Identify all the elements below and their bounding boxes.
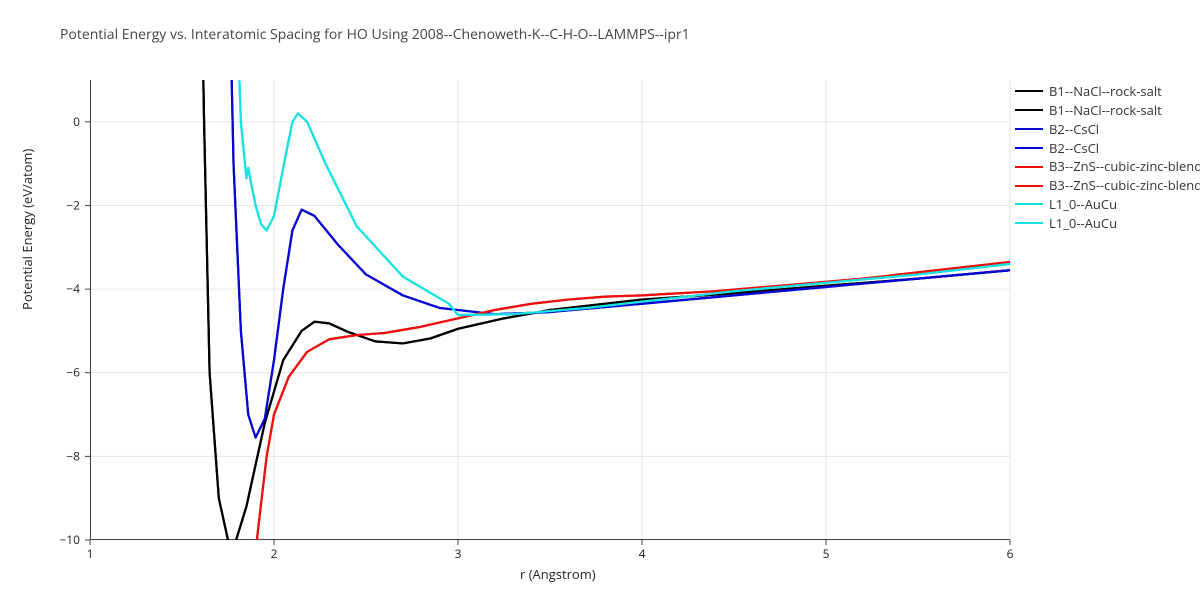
legend-label: B1--NaCl--rock-salt [1049,82,1162,101]
legend-label: B3--ZnS--cubic-zinc-blende [1049,176,1200,195]
ticks: 1 2 3 4 5 6 −10 −8 −6 −4 −2 0 [59,113,1013,562]
plot-area[interactable]: 123456−10−8−6−4−20 [90,80,1010,540]
y-axis-label: Potential Energy (eV/atom) [18,149,36,310]
legend-item[interactable]: B1--NaCl--rock-salt [1015,101,1190,120]
series-line [200,0,1010,548]
svg-text:2: 2 [271,545,278,562]
chart-title: Potential Energy vs. Interatomic Spacing… [60,25,690,44]
legend-label: B2--CsCl [1049,139,1099,158]
chart-container: Potential Energy vs. Interatomic Spacing… [0,0,1200,600]
legend-label: L1_0--AuCu [1049,195,1117,214]
legend-label: B1--NaCl--rock-salt [1049,101,1162,120]
legend-swatch [1015,90,1043,92]
legend-item[interactable]: B3--ZnS--cubic-zinc-blende [1015,157,1190,176]
svg-text:1: 1 [87,545,94,562]
svg-text:3: 3 [455,545,462,562]
series-line [252,262,1010,582]
series-line [228,0,1010,438]
legend-item[interactable]: L1_0--AuCu [1015,195,1190,214]
legend-swatch [1015,109,1043,111]
series-line [200,0,1010,548]
legend-swatch [1015,185,1043,187]
legend-item[interactable]: B1--NaCl--rock-salt [1015,82,1190,101]
svg-text:5: 5 [823,545,830,562]
svg-text:6: 6 [1007,545,1014,562]
legend-item[interactable]: B2--CsCl [1015,139,1190,158]
legend-swatch [1015,222,1043,224]
svg-text:4: 4 [639,545,646,562]
legend-label: B2--CsCl [1049,120,1099,139]
series-line [228,0,1010,438]
series-line [252,262,1010,582]
legend: B1--NaCl--rock-saltB1--NaCl--rock-saltB2… [1015,82,1190,233]
series-line [234,0,1010,315]
svg-text:−2: −2 [66,196,80,213]
legend-label: B3--ZnS--cubic-zinc-blende [1049,157,1200,176]
legend-item[interactable]: B3--ZnS--cubic-zinc-blende [1015,176,1190,195]
series-line [234,0,1010,315]
svg-text:−8: −8 [66,447,80,464]
legend-swatch [1015,147,1043,149]
series-lines [200,0,1010,582]
legend-item[interactable]: B2--CsCl [1015,120,1190,139]
legend-item[interactable]: L1_0--AuCu [1015,214,1190,233]
legend-swatch [1015,128,1043,130]
svg-text:−4: −4 [66,280,80,297]
svg-text:−10: −10 [59,531,80,548]
legend-label: L1_0--AuCu [1049,214,1117,233]
svg-text:−6: −6 [66,364,80,381]
plot-svg: 123456−10−8−6−4−20 [90,80,1010,540]
x-axis-label: r (Angstrom) [520,565,596,583]
legend-swatch [1015,166,1043,168]
legend-swatch [1015,203,1043,205]
svg-text:0: 0 [73,113,80,130]
